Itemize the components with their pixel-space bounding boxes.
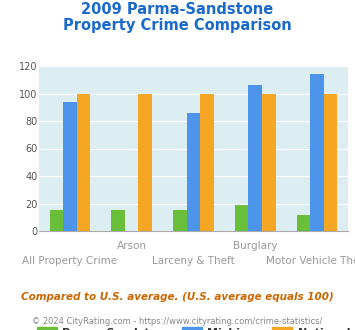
Bar bbox=[77, 93, 90, 231]
Bar bbox=[173, 211, 187, 231]
Bar bbox=[187, 113, 200, 231]
Bar bbox=[138, 93, 152, 231]
Bar bbox=[310, 74, 324, 231]
Text: Burglary: Burglary bbox=[233, 241, 278, 251]
Bar bbox=[235, 205, 248, 231]
Bar bbox=[248, 85, 262, 231]
Legend: Parma-Sandstone, Michigan, National: Parma-Sandstone, Michigan, National bbox=[32, 322, 355, 330]
Text: Compared to U.S. average. (U.S. average equals 100): Compared to U.S. average. (U.S. average … bbox=[21, 292, 334, 302]
Bar bbox=[262, 93, 275, 231]
Bar bbox=[50, 211, 63, 231]
Bar bbox=[111, 211, 125, 231]
Text: All Property Crime: All Property Crime bbox=[22, 256, 118, 266]
Text: Larceny & Theft: Larceny & Theft bbox=[152, 256, 235, 266]
Text: Motor Vehicle Theft: Motor Vehicle Theft bbox=[267, 256, 355, 266]
Text: Property Crime Comparison: Property Crime Comparison bbox=[63, 18, 292, 33]
Bar bbox=[324, 93, 337, 231]
Text: Arson: Arson bbox=[117, 241, 147, 251]
Text: 2009 Parma-Sandstone: 2009 Parma-Sandstone bbox=[81, 2, 274, 16]
Bar bbox=[297, 214, 310, 231]
Text: © 2024 CityRating.com - https://www.cityrating.com/crime-statistics/: © 2024 CityRating.com - https://www.city… bbox=[32, 317, 323, 326]
Bar bbox=[200, 93, 214, 231]
Bar bbox=[63, 102, 77, 231]
